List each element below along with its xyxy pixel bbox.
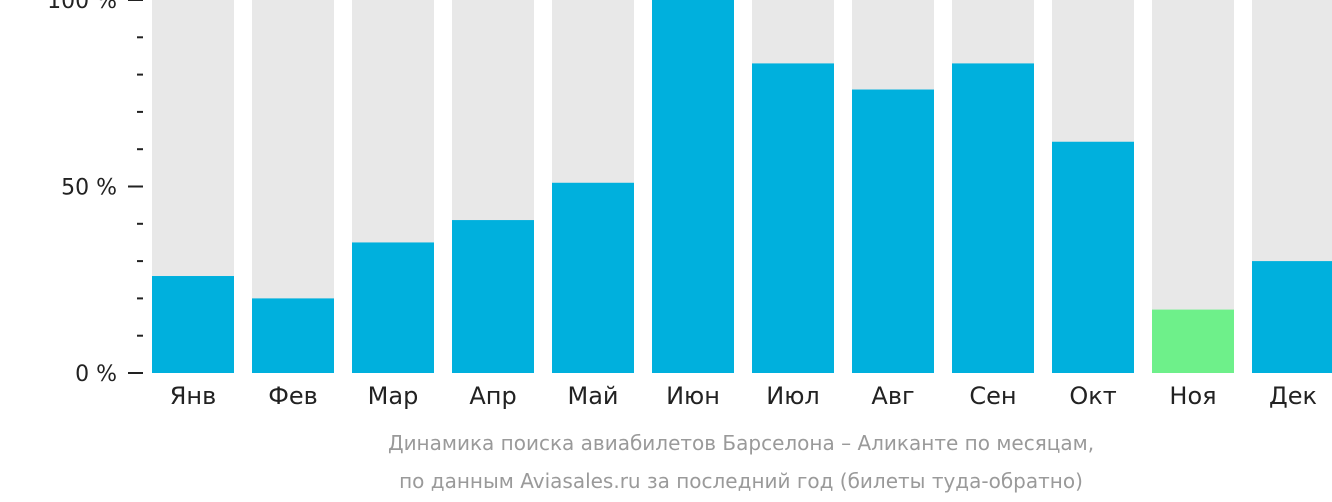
chart-caption-line-2: по данным Aviasales.ru за последний год … bbox=[399, 469, 1083, 493]
bar bbox=[652, 0, 734, 373]
x-tick-label: Май bbox=[567, 382, 618, 410]
y-tick-label: 0 % bbox=[75, 362, 117, 387]
bar bbox=[552, 182, 634, 373]
x-axis: Янв Фев Мар Апр Май Июн Июл Авг Сен Окт Ноя Дек bbox=[170, 382, 1317, 410]
x-tick-label: Апр bbox=[469, 382, 516, 410]
y-tick-label: 100 % bbox=[47, 0, 117, 14]
bar bbox=[252, 298, 334, 373]
bar bbox=[852, 89, 934, 374]
bar bbox=[1252, 261, 1332, 373]
x-tick-label: Окт bbox=[1069, 382, 1116, 410]
bars bbox=[152, 0, 1332, 374]
bar bbox=[1152, 309, 1234, 373]
x-tick-label: Ноя bbox=[1169, 382, 1216, 410]
x-tick-label: Мар bbox=[368, 382, 419, 410]
chart-caption-line-1: Динамика поиска авиабилетов Барселона – … bbox=[387, 431, 1095, 455]
bar bbox=[452, 220, 534, 373]
y-tick-label: 50 % bbox=[61, 176, 117, 201]
x-tick-label: Июл bbox=[766, 382, 820, 410]
x-tick-label: Июн bbox=[666, 382, 720, 410]
x-tick-label: Дек bbox=[1269, 382, 1317, 410]
y-axis: 0 % 50 % 100 % bbox=[47, 0, 143, 387]
bar bbox=[152, 276, 234, 373]
x-tick-label: Фев bbox=[268, 382, 318, 410]
bar bbox=[1052, 141, 1134, 373]
x-tick-label: Авг bbox=[871, 382, 914, 410]
x-tick-label: Янв bbox=[170, 382, 217, 410]
x-tick-label: Сен bbox=[969, 382, 1016, 410]
bar bbox=[952, 63, 1034, 373]
bar bbox=[352, 242, 434, 373]
bar bbox=[752, 63, 834, 373]
